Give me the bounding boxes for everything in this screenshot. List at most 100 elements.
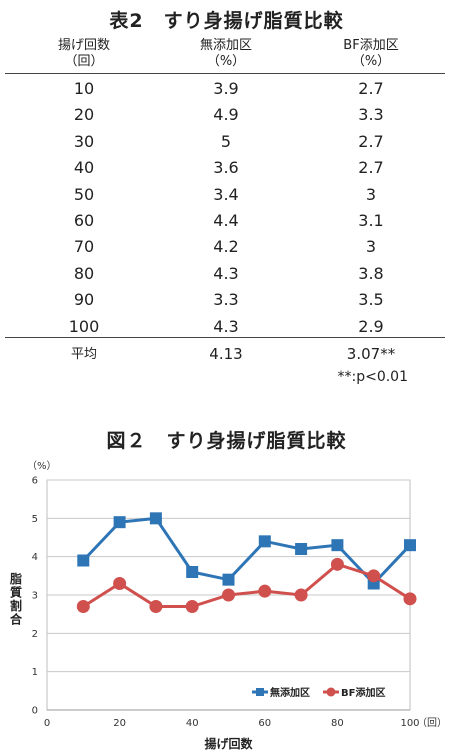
- header-fry-count: 揚げ回数 （回）: [14, 38, 154, 70]
- header-no-additive-label: 無添加区: [199, 38, 252, 53]
- table-body: 10 3.9 2.7 20 4.9 3.3 30 5 2.7 40 3.6 2.7 50 3.4 3…: [0, 76, 453, 340]
- cell-fry-count: 80: [73, 263, 95, 283]
- cell-bf-additive: 3.8: [358, 263, 384, 283]
- x-axis-unit: （回）: [417, 717, 447, 729]
- cell-fry-count: 30: [73, 131, 95, 151]
- table-average-row: 平均 4.13 3.07**: [0, 342, 453, 364]
- cell-no-additive: 4.4: [213, 210, 239, 230]
- cell-fry-count: 60: [73, 210, 95, 230]
- average-bf-additive: 3.07**: [346, 345, 396, 363]
- header-fry-count-label: 揚げ回数: [57, 38, 110, 53]
- significance-note: **:p<0.01: [337, 369, 408, 385]
- x-tick-label: 40: [186, 718, 199, 729]
- legend: 無添加区 BF添加区: [252, 686, 385, 699]
- data-point-bf-additive: [367, 569, 381, 583]
- y-tick-label: 0: [32, 706, 38, 717]
- table-row: 50 3.4 3: [0, 182, 453, 208]
- cell-bf-additive: 2.7: [358, 158, 384, 178]
- data-point-no-additive: [404, 539, 416, 552]
- data-point-bf-additive: [294, 588, 308, 602]
- y-axis-label-char: 質: [10, 585, 22, 600]
- table-row: 80 4.3 3.8: [0, 261, 453, 287]
- data-point-no-additive: [222, 573, 235, 586]
- data-point-bf-additive: [222, 588, 235, 602]
- cell-bf-additive: 2.7: [358, 79, 384, 98]
- x-axis-label: 揚げ回数: [204, 736, 253, 751]
- table-top-rule: [5, 73, 445, 74]
- cell-no-additive: 4.2: [213, 237, 239, 257]
- table-title: 表2 すり身揚げ脂質比較: [109, 10, 344, 32]
- average-label: 平均: [70, 347, 97, 362]
- chart-title: 図２ すり身揚げ脂質比較: [106, 430, 347, 452]
- table-row: 10 3.9 2.7: [0, 76, 453, 102]
- y-tick-label: 4: [32, 552, 38, 563]
- data-point-bf-additive: [76, 600, 90, 613]
- header-no-additive: 無添加区 （%）: [156, 38, 296, 70]
- cell-fry-count: 40: [73, 158, 95, 178]
- data-point-bf-additive: [258, 584, 272, 598]
- header-fry-count-unit: （回）: [64, 54, 104, 69]
- cell-no-additive: 4.3: [213, 263, 239, 283]
- x-tick-label: 80: [331, 718, 344, 729]
- table-row: 20 4.9 3.3: [0, 102, 453, 128]
- y-tick-label: 6: [32, 476, 38, 487]
- x-tick-label: 60: [258, 718, 271, 729]
- cell-no-additive: 3.4: [213, 184, 239, 204]
- table-row: 100 4.3 2.9: [0, 314, 453, 340]
- y-tick-label: 2: [32, 629, 38, 640]
- y-tick-label: 1: [32, 667, 38, 678]
- cell-bf-additive: 3.3: [358, 105, 384, 125]
- header-no-additive-unit: （%）: [206, 54, 246, 69]
- x-tick-label: 20: [113, 718, 126, 729]
- cell-bf-additive: 3: [365, 184, 377, 204]
- cell-fry-count: 50: [73, 184, 95, 204]
- cell-fry-count: 10: [73, 79, 95, 98]
- table-row: 90 3.3 3.5: [0, 287, 453, 313]
- y-axis-label-char: 合: [10, 612, 23, 627]
- header-bf-additive: BF添加区 （%）: [301, 38, 441, 70]
- data-point-no-additive: [295, 543, 308, 555]
- cell-no-additive: 5: [220, 131, 232, 151]
- cell-bf-additive: 2.9: [358, 316, 384, 336]
- legend-label-bf-additive: BF添加区: [341, 686, 385, 699]
- table-row: 60 4.4 3.1: [0, 208, 453, 234]
- cell-no-additive: 4.9: [213, 105, 239, 125]
- cell-no-additive: 3.3: [213, 290, 239, 310]
- data-point-no-additive: [258, 535, 271, 548]
- legend-marker-bf-additive: [326, 687, 336, 697]
- x-tick-label: 0: [44, 718, 50, 729]
- table-row: 70 4.2 3: [0, 234, 453, 260]
- cell-fry-count: 20: [73, 105, 95, 125]
- legend-marker-no-additive: [256, 688, 264, 696]
- y-tick-label: 5: [32, 514, 38, 525]
- data-point-bf-additive: [403, 592, 417, 606]
- table-row: 30 5 2.7: [0, 129, 453, 155]
- cell-no-additive: 4.3: [213, 316, 239, 336]
- table-row: 40 3.6 2.7: [0, 155, 453, 181]
- series-line-no-additive: [82, 516, 412, 586]
- series: [76, 512, 417, 613]
- legend-label-no-additive: 無添加区: [270, 686, 310, 699]
- header-bf-additive-unit: （%）: [351, 54, 391, 69]
- y-axis-label-char: 割: [10, 598, 22, 613]
- data-point-no-additive: [186, 566, 199, 578]
- data-point-no-additive: [331, 539, 344, 552]
- y-axis-unit: （%）: [27, 460, 57, 472]
- cell-fry-count: 90: [73, 290, 95, 310]
- data-point-no-additive: [149, 512, 162, 525]
- series-line-bf-additive: [82, 562, 411, 608]
- cell-bf-additive: 2.7: [358, 131, 384, 151]
- cell-no-additive: 3.6: [213, 158, 239, 178]
- data-point-bf-additive: [113, 577, 127, 590]
- cell-no-additive: 3.9: [213, 79, 239, 98]
- cell-bf-additive: 3.5: [358, 290, 384, 310]
- data-point-bf-additive: [149, 600, 163, 613]
- average-no-additive: 4.13: [209, 345, 243, 363]
- x-tick-label: 100: [400, 718, 419, 729]
- data-point-no-additive: [113, 516, 126, 529]
- cell-bf-additive: 3.1: [358, 210, 384, 230]
- cell-bf-additive: 3: [365, 237, 377, 257]
